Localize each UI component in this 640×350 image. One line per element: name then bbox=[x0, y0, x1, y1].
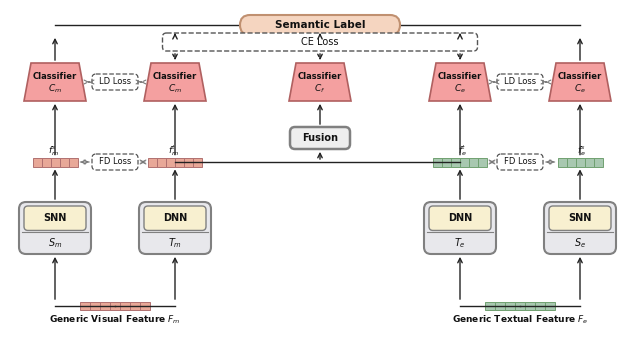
Text: SNN: SNN bbox=[44, 213, 67, 223]
Bar bbox=[51, 158, 60, 167]
Text: Classifier: Classifier bbox=[153, 72, 197, 81]
FancyBboxPatch shape bbox=[497, 74, 543, 90]
Text: Classifier: Classifier bbox=[298, 72, 342, 81]
Bar bbox=[433, 158, 442, 167]
Bar bbox=[593, 158, 602, 167]
Bar bbox=[545, 302, 555, 310]
Bar bbox=[157, 158, 166, 167]
Text: Semantic Label: Semantic Label bbox=[275, 20, 365, 30]
FancyBboxPatch shape bbox=[497, 154, 543, 170]
Bar bbox=[90, 302, 100, 310]
Bar bbox=[184, 158, 193, 167]
Text: $C_e$: $C_e$ bbox=[574, 83, 586, 95]
Text: DNN: DNN bbox=[448, 213, 472, 223]
Bar bbox=[460, 158, 469, 167]
Text: LD Loss: LD Loss bbox=[99, 77, 131, 86]
Text: $f_e^t$: $f_e^t$ bbox=[458, 144, 467, 159]
Bar bbox=[175, 158, 184, 167]
Text: LD Loss: LD Loss bbox=[504, 77, 536, 86]
Bar bbox=[193, 158, 202, 167]
Text: $f_m^s$: $f_m^s$ bbox=[47, 144, 58, 158]
FancyBboxPatch shape bbox=[144, 206, 206, 230]
Polygon shape bbox=[144, 63, 206, 101]
Text: SNN: SNN bbox=[568, 213, 592, 223]
Polygon shape bbox=[289, 63, 351, 101]
Text: FD Loss: FD Loss bbox=[504, 158, 536, 167]
Text: $S_e$: $S_e$ bbox=[574, 236, 586, 250]
Text: Fusion: Fusion bbox=[302, 133, 338, 143]
Text: Classifier: Classifier bbox=[33, 72, 77, 81]
Bar bbox=[505, 302, 515, 310]
Text: FD Loss: FD Loss bbox=[99, 158, 131, 167]
Bar bbox=[451, 158, 460, 167]
Bar bbox=[33, 158, 42, 167]
Bar bbox=[575, 158, 584, 167]
Text: $T_m$: $T_m$ bbox=[168, 236, 182, 250]
Bar bbox=[478, 158, 487, 167]
FancyBboxPatch shape bbox=[544, 202, 616, 254]
Bar bbox=[495, 302, 505, 310]
Text: $S_m$: $S_m$ bbox=[48, 236, 62, 250]
Polygon shape bbox=[549, 63, 611, 101]
Text: $f_m^t$: $f_m^t$ bbox=[168, 144, 179, 159]
Text: Classifier: Classifier bbox=[558, 72, 602, 81]
Bar bbox=[42, 158, 51, 167]
FancyBboxPatch shape bbox=[139, 202, 211, 254]
Bar bbox=[557, 158, 566, 167]
Bar bbox=[525, 302, 535, 310]
FancyBboxPatch shape bbox=[19, 202, 91, 254]
Text: CE Loss: CE Loss bbox=[301, 37, 339, 47]
Polygon shape bbox=[429, 63, 491, 101]
Bar bbox=[130, 302, 140, 310]
Text: $T_e$: $T_e$ bbox=[454, 236, 466, 250]
Text: Classifier: Classifier bbox=[438, 72, 482, 81]
Bar bbox=[469, 158, 478, 167]
FancyBboxPatch shape bbox=[92, 74, 138, 90]
Bar bbox=[535, 302, 545, 310]
Bar bbox=[442, 158, 451, 167]
Bar bbox=[140, 302, 150, 310]
FancyBboxPatch shape bbox=[549, 206, 611, 230]
Bar bbox=[148, 158, 157, 167]
Text: DNN: DNN bbox=[163, 213, 187, 223]
Bar bbox=[566, 158, 575, 167]
Bar bbox=[110, 302, 120, 310]
Bar bbox=[80, 302, 90, 310]
Bar bbox=[100, 302, 110, 310]
Bar bbox=[584, 158, 593, 167]
Text: $f_e^s$: $f_e^s$ bbox=[577, 144, 586, 158]
Bar bbox=[60, 158, 68, 167]
FancyBboxPatch shape bbox=[92, 154, 138, 170]
Bar bbox=[68, 158, 77, 167]
FancyBboxPatch shape bbox=[24, 206, 86, 230]
Text: $C_f$: $C_f$ bbox=[314, 83, 326, 95]
Bar bbox=[166, 158, 175, 167]
FancyBboxPatch shape bbox=[290, 127, 350, 149]
FancyBboxPatch shape bbox=[429, 206, 491, 230]
Polygon shape bbox=[24, 63, 86, 101]
Text: $C_e$: $C_e$ bbox=[454, 83, 466, 95]
Text: $C_m$: $C_m$ bbox=[168, 83, 182, 95]
Text: Generic Textual Feature $F_e$: Generic Textual Feature $F_e$ bbox=[452, 314, 588, 326]
FancyBboxPatch shape bbox=[424, 202, 496, 254]
FancyBboxPatch shape bbox=[240, 15, 400, 35]
Bar bbox=[485, 302, 495, 310]
FancyBboxPatch shape bbox=[163, 33, 477, 51]
Text: $C_m$: $C_m$ bbox=[48, 83, 62, 95]
Bar bbox=[120, 302, 130, 310]
Bar bbox=[515, 302, 525, 310]
Text: Generic Visual Feature $F_m$: Generic Visual Feature $F_m$ bbox=[49, 314, 181, 326]
